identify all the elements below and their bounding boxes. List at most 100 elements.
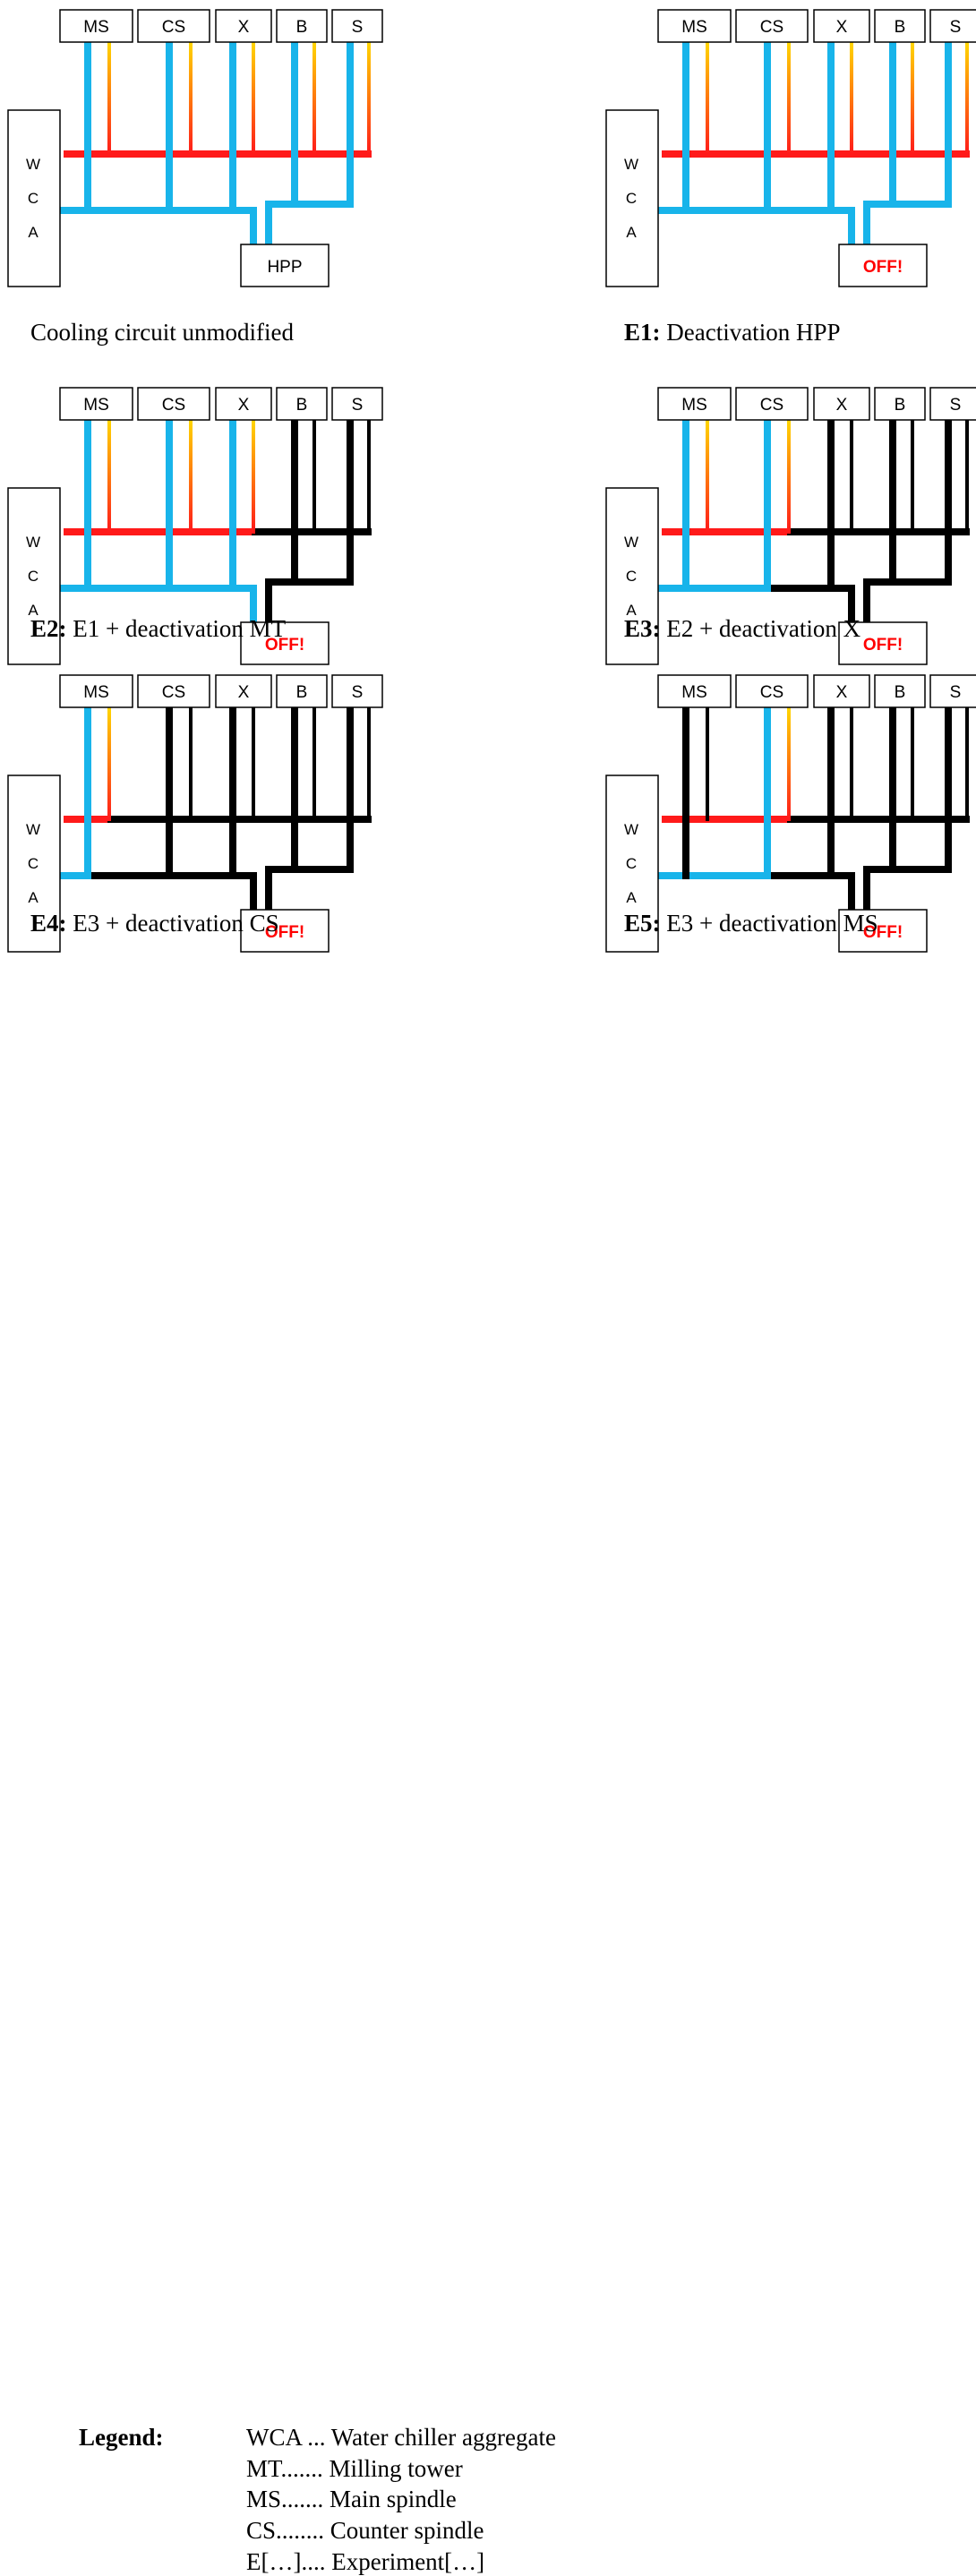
component-label-cs: CS [162,18,185,37]
component-label-cs: CS [162,396,185,415]
pump-supply-right [863,578,948,622]
panel-e3: MS CS X B S WCA OFF! [605,387,976,665]
pump-label: HPP [267,258,302,277]
component-box-s [331,9,383,43]
pump-supply-right [265,201,350,244]
chiller-letter: A [626,602,637,619]
caption-experiment-id: E1: [624,319,661,346]
panel-e5: MS CS X B S WCA OFF! [605,674,976,953]
caption-experiment-id: E3: [624,615,661,642]
component-box-cs [735,387,809,421]
caption-description: E1 + deactivation MT [66,615,287,642]
component-box-x [215,387,272,421]
component-box-cs [735,674,809,708]
component-box-b [874,674,926,708]
component-label-b: B [895,396,906,415]
component-box-ms [657,9,732,43]
chiller-letter: W [26,821,40,838]
component-label-cs: CS [760,18,783,37]
chiller-box [7,109,61,287]
component-box-cs [735,9,809,43]
component-box-b [276,387,328,421]
pump-box [240,909,330,953]
component-box-x [813,387,870,421]
panel-e4: MS CS X B S WCA OFF! [7,674,383,953]
chiller-box [605,775,659,953]
chiller-box [605,109,659,287]
component-box-ms [59,674,133,708]
chiller-letter: C [626,855,637,872]
component-box-s [929,674,976,708]
chiller-letter: W [624,534,638,551]
legend-entry-wca: WCA ... Water chiller aggregate [246,2424,556,2451]
component-label-b: B [296,683,308,702]
panel-e1: MS CS X B S WCA OFF! [605,9,976,287]
component-box-ms [59,387,133,421]
component-box-b [874,9,926,43]
caption-description: E3 + deactivation MS [660,910,878,937]
figure-stage: MS CS X B S W C A HPP MS CS X B S W C A OFF! MS CS X B S W C A OFF… [7,9,976,2575]
component-label-s: S [950,18,962,37]
pump-off-label: OFF! [863,636,903,655]
component-box-s [929,387,976,421]
component-label-cs: CS [760,683,783,702]
component-box-s [331,674,383,708]
caption-description: Cooling circuit unmodified [30,319,294,346]
component-box-x [215,674,272,708]
pump-box [838,244,928,287]
component-box-s [331,387,383,421]
caption-description: E2 + deactivation X [660,615,861,642]
component-label-s: S [950,683,962,702]
component-label-x: X [836,396,848,415]
legend-entry-cs: CS........ Counter spindle [246,2517,484,2544]
caption-baseline: Cooling circuit unmodified [30,319,294,347]
component-label-ms: MS [83,683,109,702]
chiller-letter: C [626,568,637,585]
component-label-ms: MS [681,396,707,415]
chiller-letter: A [626,224,637,241]
component-label-x: X [836,18,848,37]
component-box-b [276,9,328,43]
chiller-box [605,487,659,665]
chiller-box [7,775,61,953]
component-box-x [813,9,870,43]
component-box-b [276,674,328,708]
caption-e5: E5: E3 + deactivation MS [624,910,878,937]
caption-e4: E4: E3 + deactivation CS [30,910,279,937]
chiller-letter: A [626,889,637,906]
component-label-b: B [895,683,906,702]
pump-box [240,621,330,665]
component-label-cs: CS [760,396,783,415]
pump-off-label: OFF! [265,923,304,942]
component-box-x [215,9,272,43]
component-label-s: S [950,396,962,415]
pump-box [838,909,928,953]
legend-entry-ms: MS....... Main spindle [246,2486,457,2512]
component-label-s: S [352,683,364,702]
caption-description: Deactivation HPP [660,319,841,346]
chiller-letter: A [28,889,39,906]
chiller-letter: A [28,224,39,241]
caption-e2: E2: E1 + deactivation MT [30,615,286,643]
component-label-cs: CS [162,683,185,702]
component-label-x: X [238,396,250,415]
component-box-s [929,9,976,43]
caption-experiment-id: E5: [624,910,661,937]
panel-e2: MS CS X B S WCA OFF! [7,387,383,665]
chiller-letter: C [28,855,39,872]
component-box-cs [137,9,210,43]
component-label-x: X [238,683,250,702]
pump-supply-right [265,866,350,910]
component-box-cs [137,387,210,421]
pump-supply-right [863,201,948,244]
caption-experiment-id: E2: [30,615,67,642]
pump-off-label: OFF! [863,923,903,942]
chiller-letter: W [624,156,638,173]
caption-e1: E1: Deactivation HPP [624,319,840,347]
caption-e3: E3: E2 + deactivation X [624,615,860,643]
pump-box [838,621,928,665]
chiller-letter: W [26,534,40,551]
component-box-ms [657,674,732,708]
component-box-b [874,387,926,421]
